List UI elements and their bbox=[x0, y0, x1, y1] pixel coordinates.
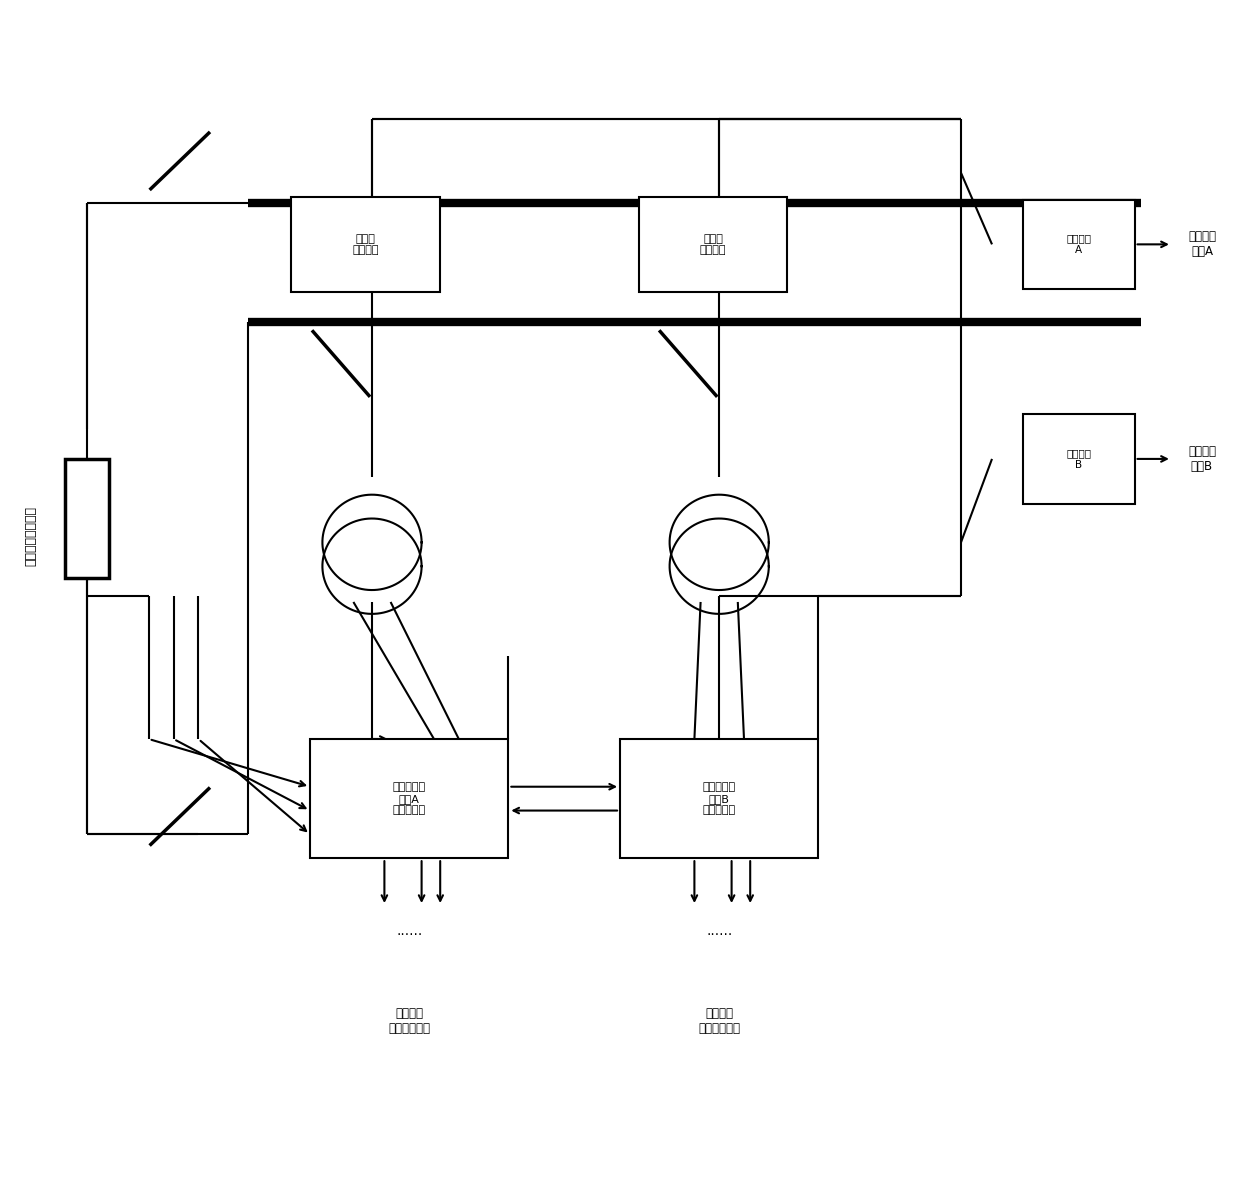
FancyBboxPatch shape bbox=[291, 197, 440, 292]
Text: 母联开关刀闸信息: 母联开关刀闸信息 bbox=[25, 507, 37, 566]
FancyBboxPatch shape bbox=[1023, 199, 1135, 288]
FancyBboxPatch shape bbox=[66, 459, 109, 578]
FancyBboxPatch shape bbox=[639, 197, 787, 292]
Text: 去各间隔
电压测地模块: 去各间隔 电压测地模块 bbox=[698, 1007, 740, 1035]
FancyBboxPatch shape bbox=[620, 739, 818, 858]
FancyBboxPatch shape bbox=[310, 739, 508, 858]
Text: 去各间隔
电压测地模块: 去各间隔 电压测地模块 bbox=[388, 1007, 430, 1035]
Text: 母线测控
子机A: 母线测控 子机A bbox=[1188, 230, 1216, 259]
Text: ......: ...... bbox=[396, 924, 423, 938]
Text: 接口模块
A: 接口模块 A bbox=[1066, 234, 1091, 255]
FancyBboxPatch shape bbox=[1023, 415, 1135, 503]
Text: 模拟量测地
模块B
（含并列）: 模拟量测地 模块B （含并列） bbox=[703, 782, 735, 815]
Text: 模拟量测地
模块A
（含并列）: 模拟量测地 模块A （含并列） bbox=[393, 782, 425, 815]
Text: 开关量
测地模块: 开关量 测地模块 bbox=[699, 234, 727, 255]
Text: 开关量
测地模块: 开关量 测地模块 bbox=[352, 234, 379, 255]
Text: ......: ...... bbox=[706, 924, 733, 938]
Text: 母线测控
子机B: 母线测控 子机B bbox=[1188, 445, 1216, 473]
Text: 接口模块
B: 接口模块 B bbox=[1066, 448, 1091, 470]
